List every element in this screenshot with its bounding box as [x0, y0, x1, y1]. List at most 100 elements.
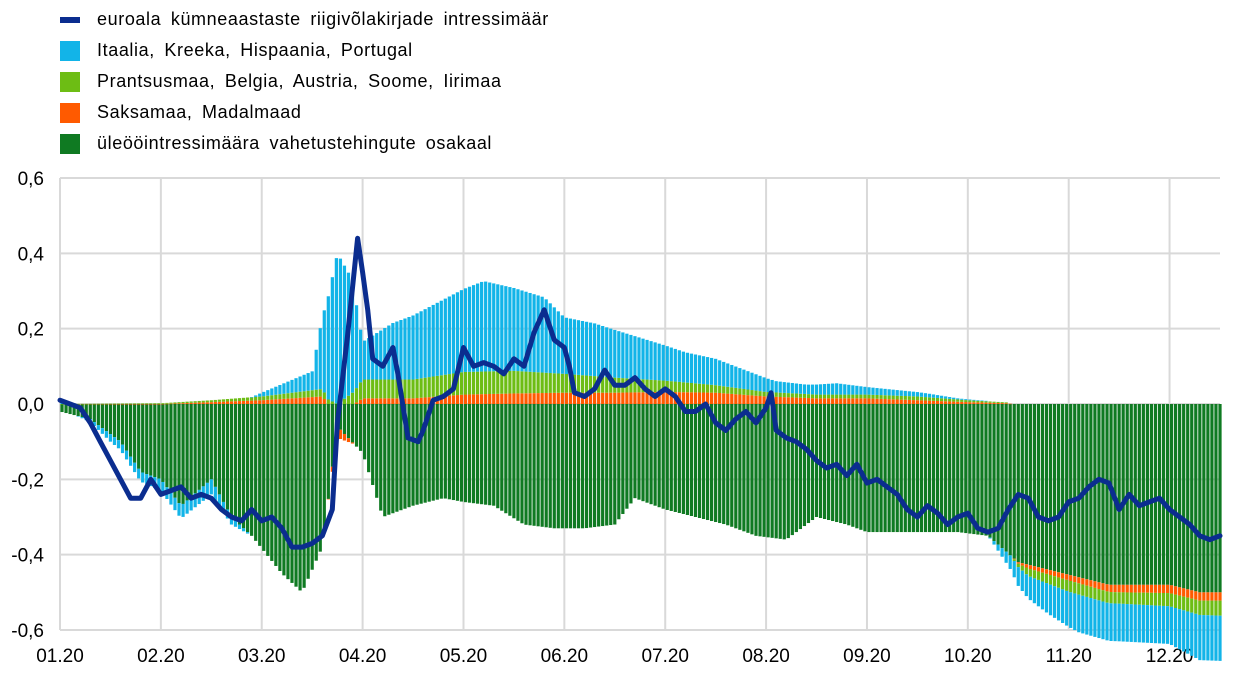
legend-swatch-bond-yield — [60, 16, 80, 23]
bar-segment — [1153, 605, 1158, 644]
bar-segment — [915, 404, 920, 533]
bar-segment — [480, 371, 484, 395]
bar-segment — [233, 401, 238, 404]
bar-segment — [108, 434, 113, 442]
bar-segment — [831, 398, 835, 404]
bar-segment — [1186, 589, 1190, 598]
bar-segment — [354, 388, 359, 403]
bar-segment — [972, 404, 976, 535]
bar-segment — [314, 396, 318, 404]
bar-segment — [383, 379, 387, 399]
bar-segment — [1048, 584, 1053, 616]
bar-segment — [669, 381, 673, 393]
bar-segment — [1097, 404, 1101, 583]
bar-segment — [754, 404, 758, 536]
bar-segment — [806, 384, 811, 395]
bar-segment — [1056, 572, 1061, 578]
bar-segment — [927, 400, 932, 404]
bar-segment — [685, 404, 690, 515]
bar-segment — [229, 517, 234, 525]
bar-segment — [540, 372, 544, 394]
bar-segment — [177, 404, 181, 504]
bar-segment — [141, 404, 145, 473]
bar-segment — [108, 404, 113, 435]
bar-segment — [435, 302, 439, 376]
bar-segment — [116, 440, 121, 449]
bar-segment — [225, 404, 230, 510]
bar-segment — [524, 404, 528, 525]
bar-segment — [891, 389, 895, 396]
bar-segment — [718, 385, 722, 394]
bar-segment — [423, 397, 427, 404]
bar-segment — [750, 390, 754, 396]
bar-segment — [810, 384, 815, 395]
bar-segment — [774, 381, 778, 393]
bar-segment — [956, 404, 960, 533]
bar-segment — [939, 401, 944, 404]
bar-segment — [1065, 574, 1069, 580]
bar-segment — [1077, 577, 1081, 584]
bar-segment — [241, 528, 246, 532]
bar-segment — [173, 402, 177, 404]
bar-segment — [919, 396, 924, 401]
bar-segment — [1004, 403, 1008, 404]
bar-segment — [843, 404, 847, 525]
bar-segment — [879, 404, 883, 533]
bar-segment — [875, 388, 879, 395]
bar-segment — [738, 404, 742, 530]
bar-segment — [1165, 606, 1170, 644]
bar-segment — [592, 323, 597, 377]
bar-segment — [302, 397, 306, 404]
bar-segment — [822, 394, 827, 399]
bar-segment — [318, 396, 322, 404]
bar-segment — [209, 404, 213, 480]
bar-segment — [439, 300, 443, 376]
bar-segment — [439, 396, 443, 404]
bar-segment — [221, 399, 226, 402]
bar-segment — [1218, 615, 1222, 661]
y-tick-label: 0,4 — [18, 244, 45, 265]
bar-segment — [447, 404, 451, 500]
bar-segment — [855, 385, 859, 395]
bar-segment — [746, 371, 750, 390]
bar-segment — [290, 398, 294, 404]
bar-segment — [1024, 404, 1028, 565]
bar-segment — [185, 404, 189, 501]
bar-segment — [588, 392, 593, 404]
bar-segment — [1056, 404, 1061, 573]
bar-segment — [988, 401, 992, 403]
bar-segment — [1028, 565, 1032, 570]
bar-segment — [1161, 605, 1166, 644]
bar-segment — [835, 398, 839, 404]
bar-segment — [798, 383, 802, 394]
bar-segment — [895, 399, 899, 404]
bar-segment — [814, 394, 819, 399]
bar-segment — [1061, 404, 1065, 574]
bar-segment — [605, 327, 609, 378]
bar-segment — [1085, 585, 1089, 597]
bar-segment — [568, 392, 573, 404]
bar-segment — [1077, 404, 1081, 578]
bar-segment — [1165, 404, 1170, 585]
bar-segment — [1081, 578, 1085, 585]
bar-segment — [665, 391, 669, 404]
bar-segment — [290, 404, 294, 583]
bar-segment — [1157, 592, 1162, 606]
bar-segment — [407, 398, 411, 404]
bar-segment — [1161, 584, 1166, 593]
bar-segment — [1125, 604, 1129, 642]
bar-segment — [1101, 590, 1105, 602]
bar-segment — [1044, 569, 1049, 574]
bar-segment — [92, 403, 96, 405]
bar-segment — [952, 401, 956, 404]
bar-segment — [120, 403, 125, 405]
bar-segment — [318, 404, 322, 552]
bar-segment — [689, 353, 694, 383]
bar-segment — [734, 366, 738, 388]
bar-segment — [205, 404, 209, 483]
y-tick-label: -0,2 — [11, 470, 44, 491]
bar-segment — [584, 321, 589, 376]
bar-segment — [439, 375, 443, 397]
bar-segment — [112, 404, 117, 405]
